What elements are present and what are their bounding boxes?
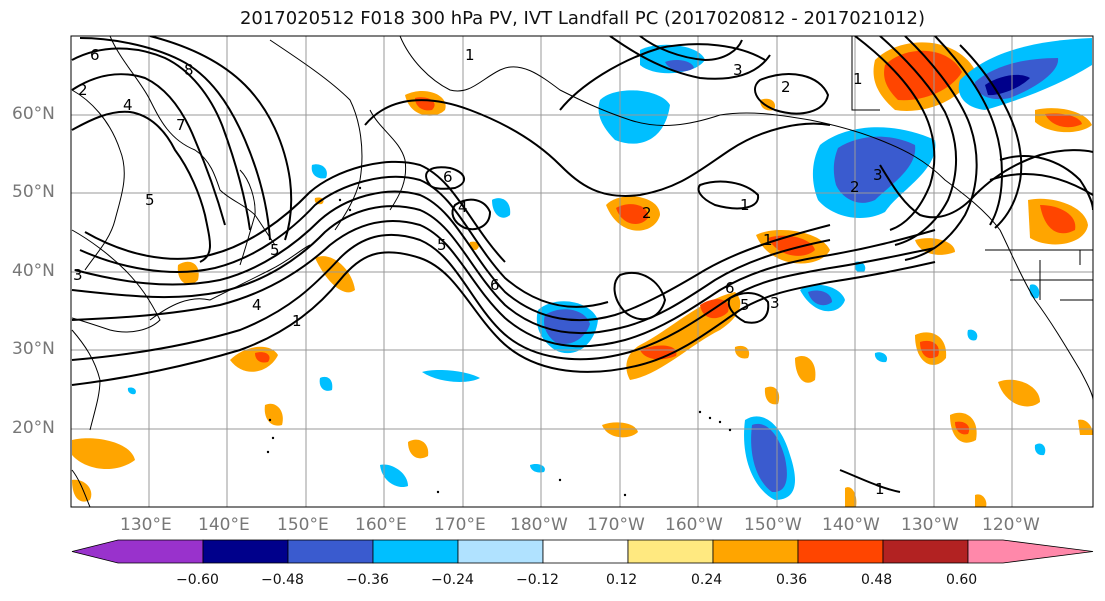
lon-label: 170°W	[587, 515, 645, 535]
colorbar-segment	[457, 539, 544, 564]
contour-label: 5	[740, 296, 750, 314]
contour-label: 4	[252, 296, 262, 314]
contour-label: 2	[781, 78, 791, 96]
colorbar-segment	[967, 539, 1094, 564]
contour-label: 1	[853, 70, 863, 88]
contour-label: 1	[740, 196, 750, 214]
lon-label: 130°E	[120, 515, 172, 535]
colorbar-segment	[712, 539, 799, 564]
colorbar-tick: −0.24	[431, 572, 474, 588]
lon-label: 170°E	[434, 515, 486, 535]
contour-label: 5	[437, 236, 447, 254]
colorbar-tick: −0.12	[516, 572, 559, 588]
colorbar-segment	[542, 539, 629, 564]
contour-label: 2	[850, 178, 860, 196]
contour-label: 2	[642, 204, 652, 222]
colorbar-tick: 0.48	[861, 572, 893, 588]
colorbar-segment	[202, 539, 289, 564]
contour-label: 4	[123, 96, 133, 114]
lat-label: 50°N	[12, 182, 55, 202]
contour-label: 6	[90, 46, 100, 64]
lat-label: 40°N	[12, 261, 55, 281]
lon-label: 120°W	[982, 515, 1040, 535]
colorbar-tick: 0.36	[776, 572, 808, 588]
lon-label: 140°W	[822, 515, 880, 535]
contour-label: 8	[184, 61, 194, 79]
contour-label: 1	[763, 231, 773, 249]
contour-label: 5	[270, 241, 280, 259]
island-dots	[266, 186, 732, 497]
colorbar-segment	[287, 539, 374, 564]
contour-label: 7	[176, 116, 186, 134]
contour-label: 3	[770, 294, 780, 312]
contour-label: 3	[873, 166, 883, 184]
colorbar-segment	[372, 539, 459, 564]
colorbar-tick: −0.48	[261, 572, 304, 588]
colorbar-segment	[797, 539, 884, 564]
lon-label: 150°E	[277, 515, 329, 535]
colorbar-tick: −0.36	[346, 572, 389, 588]
colorbar-tick: −0.60	[176, 572, 219, 588]
lon-label: 130°W	[901, 515, 959, 535]
colorbar-segment	[71, 539, 204, 564]
lon-label: 160°E	[355, 515, 407, 535]
contour-label: 3	[733, 61, 743, 79]
lon-label: 150°W	[744, 515, 802, 535]
contour-label: 1	[875, 480, 885, 498]
lat-label: 20°N	[12, 418, 55, 438]
contour-label-group: 8 7 6 5 4 3 2 1 6 4 5 6 5 4 1 3 2 1 1 2 …	[73, 46, 885, 498]
contour-label: 6	[725, 279, 735, 297]
map-frame	[70, 35, 1094, 508]
colorbar-segment	[627, 539, 714, 564]
contour-label: 6	[490, 276, 500, 294]
lat-label: 60°N	[12, 104, 55, 124]
colorbar-tick: 0.60	[946, 572, 978, 588]
colorbar-tick: 0.12	[606, 572, 638, 588]
contour-label: 2	[78, 81, 88, 99]
contour-label: 6	[443, 168, 453, 186]
contour-label: 1	[292, 312, 302, 330]
graticule	[71, 36, 1093, 507]
contour-label: 5	[145, 191, 155, 209]
colorbar	[71, 539, 1094, 564]
lat-label: 30°N	[12, 339, 55, 359]
lon-label: 180°W	[510, 515, 568, 535]
lon-label: 160°W	[665, 515, 723, 535]
lon-label: 140°E	[198, 515, 250, 535]
contour-label: 3	[73, 266, 83, 284]
colorbar-tick: 0.24	[691, 572, 723, 588]
contour-label: 1	[465, 46, 475, 64]
contour-label: 4	[458, 198, 468, 216]
pv-contours	[71, 36, 1093, 493]
map-title: 2017020512 F018 300 hPa PV, IVT Landfall…	[239, 8, 926, 29]
colorbar-segment	[882, 539, 969, 564]
